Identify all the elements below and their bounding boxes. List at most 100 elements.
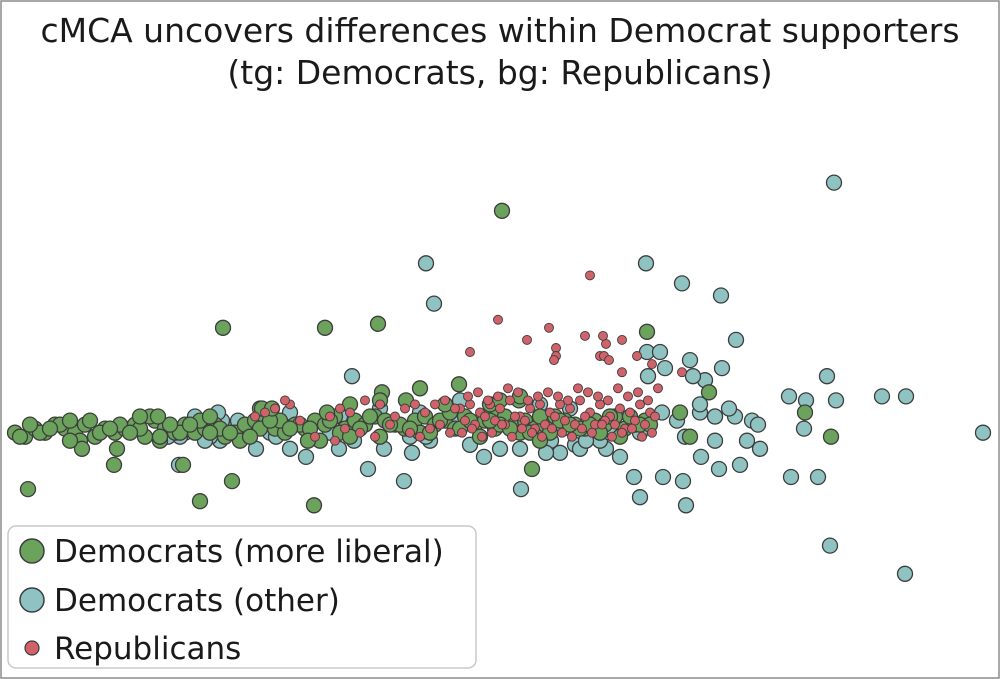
point-rep (510, 411, 520, 422)
point-rep (310, 431, 320, 442)
point-dem-liberal (61, 432, 79, 449)
point-rep (577, 423, 587, 434)
point-rep (457, 427, 467, 438)
point-dem-liberal (700, 384, 718, 401)
point-dem-other (475, 448, 493, 466)
point-rep (633, 387, 643, 398)
point-dem-other (825, 174, 843, 191)
point-dem-other (512, 480, 530, 498)
point-rep (450, 403, 460, 414)
point-rep (593, 391, 603, 402)
point-dem-liberal (822, 428, 840, 445)
point-rep (493, 314, 503, 325)
point-dem-other (897, 388, 915, 405)
point-rep (623, 391, 633, 402)
point-rep (465, 347, 475, 357)
point-rep (335, 403, 345, 414)
point-rep (495, 403, 505, 414)
legend-label-liberal: Democrats (more liberal) (54, 534, 444, 570)
point-rep (425, 423, 435, 434)
point-rep (580, 411, 590, 422)
point-dem-other (403, 444, 421, 461)
point-rep (635, 399, 645, 410)
point-rep (375, 399, 385, 410)
point-rep (330, 435, 340, 446)
point-dem-other (706, 408, 724, 425)
point-dem-other (637, 255, 655, 272)
legend-marker-liberal (19, 538, 45, 564)
point-rep (493, 391, 503, 402)
point-rep (480, 411, 490, 422)
point-rep (250, 411, 260, 422)
point-rep (260, 407, 270, 418)
point-dem-liberal (105, 456, 123, 474)
point-dem-liberal (181, 416, 199, 433)
point-dem-liberal (174, 456, 192, 474)
legend-marker-republicans (24, 640, 40, 656)
point-rep (465, 399, 475, 410)
point-rep (345, 407, 355, 418)
point-rep (625, 407, 635, 418)
point-dem-other (359, 460, 377, 478)
point-rep (597, 419, 607, 430)
point-dem-liberal (493, 202, 511, 219)
point-dem-other (873, 388, 891, 405)
point-rep (617, 367, 627, 378)
point-dem-other (821, 537, 839, 554)
point-rep (435, 419, 445, 430)
point-rep (557, 427, 567, 438)
point-rep (527, 427, 537, 438)
point-dem-other (511, 440, 529, 457)
point-rep (295, 415, 305, 426)
point-rep (647, 359, 657, 370)
point-rep (580, 330, 590, 341)
point-dem-liberal (221, 424, 239, 441)
point-dem-other (720, 400, 738, 417)
points-layer (6, 174, 992, 582)
point-rep (563, 395, 573, 406)
point-dem-other (684, 368, 702, 385)
point-dem-liberal (361, 408, 379, 425)
point-rep (390, 411, 400, 422)
point-rep (522, 334, 532, 345)
point-rep (370, 431, 380, 442)
point-rep (640, 419, 650, 430)
point-rep (549, 355, 559, 366)
point-rep (565, 403, 575, 414)
point-dem-liberal (681, 428, 699, 445)
point-rep (615, 403, 625, 414)
point-rep (523, 395, 533, 406)
point-rep (553, 391, 563, 402)
point-dem-other (749, 416, 767, 433)
point-dem-liberal (796, 404, 814, 421)
point-rep (525, 403, 535, 414)
point-rep (585, 270, 595, 281)
point-rep (400, 403, 410, 414)
point-rep (497, 419, 507, 430)
point-dem-other (780, 388, 798, 405)
point-dem-liberal (108, 440, 126, 457)
chart-subtitle: (tg: Democrats, bg: Republicans) (227, 53, 772, 92)
point-dem-other (639, 368, 657, 385)
point-rep (677, 367, 687, 378)
point-dem-other (281, 440, 299, 457)
point-rep (643, 395, 653, 406)
point-rep (280, 395, 290, 406)
point-dem-other (818, 368, 836, 385)
point-rep (544, 322, 554, 333)
point-dem-liberal (161, 416, 179, 433)
point-rep (513, 387, 523, 398)
point-dem-other (974, 424, 992, 441)
point-rep (587, 427, 597, 438)
point-dem-other (656, 359, 674, 377)
point-dem-liberal (21, 416, 39, 433)
point-rep (473, 387, 483, 398)
point-rep (463, 391, 473, 402)
point-dem-other (395, 472, 413, 490)
point-dem-other (827, 392, 845, 409)
legend-label-other: Democrats (other) (54, 583, 340, 619)
point-dem-liberal (411, 380, 429, 397)
point-dem-other (809, 468, 827, 486)
point-rep (567, 431, 577, 442)
